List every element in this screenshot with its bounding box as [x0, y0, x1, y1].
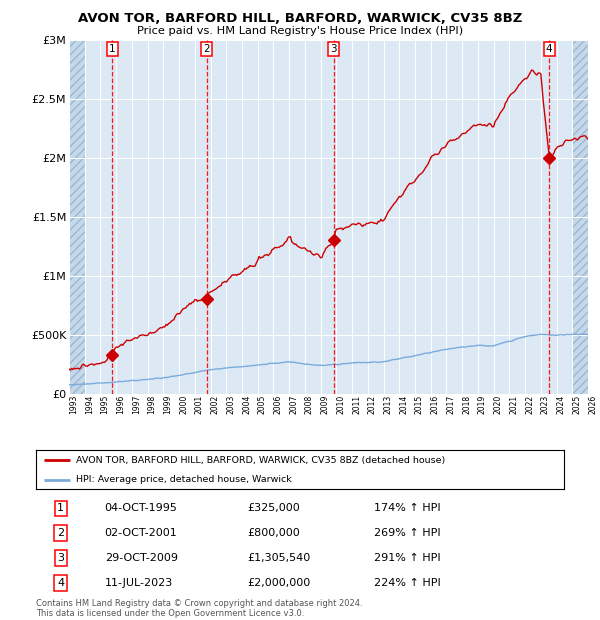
Text: 1999: 1999	[163, 395, 172, 414]
Text: 291% ↑ HPI: 291% ↑ HPI	[374, 553, 440, 563]
Text: 174% ↑ HPI: 174% ↑ HPI	[374, 503, 440, 513]
Text: 2018: 2018	[462, 395, 471, 414]
Text: 2000: 2000	[179, 395, 188, 414]
Text: 4: 4	[57, 578, 64, 588]
Text: AVON TOR, BARFORD HILL, BARFORD, WARWICK, CV35 8BZ: AVON TOR, BARFORD HILL, BARFORD, WARWICK…	[78, 12, 522, 25]
Text: 2002: 2002	[211, 395, 220, 414]
Text: 4: 4	[546, 44, 553, 54]
Text: 3: 3	[58, 553, 64, 563]
Text: 02-OCT-2001: 02-OCT-2001	[104, 528, 178, 538]
Text: 2006: 2006	[274, 395, 283, 414]
Text: 2014: 2014	[399, 395, 408, 414]
Text: HPI: Average price, detached house, Warwick: HPI: Average price, detached house, Warw…	[76, 475, 292, 484]
Text: 2025: 2025	[572, 395, 581, 414]
Text: 1996: 1996	[116, 395, 125, 414]
Text: 2007: 2007	[289, 395, 298, 414]
Text: 2026: 2026	[588, 395, 597, 414]
Text: 2019: 2019	[478, 395, 487, 414]
Text: 2009: 2009	[320, 395, 329, 414]
Text: 2021: 2021	[509, 395, 518, 414]
Text: 2003: 2003	[226, 395, 235, 414]
Bar	[572, 40, 588, 394]
Text: 2017: 2017	[446, 395, 455, 414]
Text: 2023: 2023	[541, 395, 550, 414]
Text: 2005: 2005	[258, 395, 267, 414]
Text: 224% ↑ HPI: 224% ↑ HPI	[374, 578, 440, 588]
Text: £1,305,540: £1,305,540	[247, 553, 310, 563]
Text: 2004: 2004	[242, 395, 251, 414]
Text: 2013: 2013	[383, 395, 392, 414]
Text: 2010: 2010	[337, 395, 346, 414]
Text: 2011: 2011	[352, 395, 361, 414]
Text: 2012: 2012	[368, 395, 377, 414]
Text: 11-JUL-2023: 11-JUL-2023	[104, 578, 173, 588]
Text: 2: 2	[203, 44, 210, 54]
Text: 1997: 1997	[132, 395, 141, 414]
Text: 2016: 2016	[431, 395, 440, 414]
Text: 3: 3	[331, 44, 337, 54]
Text: 04-OCT-1995: 04-OCT-1995	[104, 503, 178, 513]
Text: 2015: 2015	[415, 395, 424, 414]
Text: 1: 1	[109, 44, 116, 54]
Text: 1995: 1995	[100, 395, 109, 414]
Text: 2008: 2008	[305, 395, 314, 414]
Text: 29-OCT-2009: 29-OCT-2009	[104, 553, 178, 563]
Text: £800,000: £800,000	[247, 528, 300, 538]
Text: £325,000: £325,000	[247, 503, 300, 513]
Text: 2: 2	[57, 528, 64, 538]
Text: 2001: 2001	[195, 395, 204, 414]
Text: 1994: 1994	[85, 395, 94, 414]
Text: 1998: 1998	[148, 395, 157, 414]
Text: £2,000,000: £2,000,000	[247, 578, 310, 588]
Text: 1: 1	[58, 503, 64, 513]
Text: 1993: 1993	[69, 395, 78, 414]
Text: 2022: 2022	[525, 395, 534, 414]
Text: Price paid vs. HM Land Registry's House Price Index (HPI): Price paid vs. HM Land Registry's House …	[137, 26, 463, 36]
Text: AVON TOR, BARFORD HILL, BARFORD, WARWICK, CV35 8BZ (detached house): AVON TOR, BARFORD HILL, BARFORD, WARWICK…	[76, 456, 445, 464]
Text: Contains HM Land Registry data © Crown copyright and database right 2024.
This d: Contains HM Land Registry data © Crown c…	[36, 599, 362, 618]
Text: 2024: 2024	[557, 395, 566, 414]
Text: 2020: 2020	[494, 395, 503, 414]
Bar	[69, 40, 85, 394]
Text: 269% ↑ HPI: 269% ↑ HPI	[374, 528, 440, 538]
